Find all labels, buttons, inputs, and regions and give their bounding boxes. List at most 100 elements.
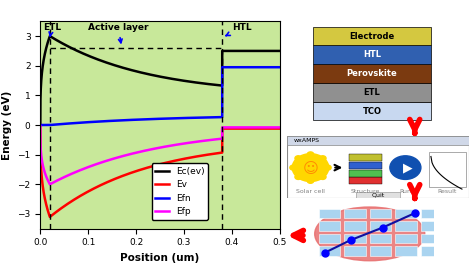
Bar (370, 246, 392, 256)
Text: HTL: HTL (363, 50, 381, 59)
Bar (421, 246, 443, 256)
Efn (155, 117, 161, 120)
Bar (313, 64, 431, 83)
Bar (313, 83, 431, 102)
Text: wxAMPS: wxAMPS (294, 138, 320, 143)
Text: HTL: HTL (226, 23, 251, 36)
Legend: Ec(ev), Ev, Efn, Efp: Ec(ev), Ev, Efn, Efp (152, 163, 208, 220)
Text: Electrode: Electrode (349, 32, 394, 41)
Line: Ev: Ev (40, 125, 280, 217)
Efn (219, 66, 225, 69)
Bar (356, 192, 400, 198)
Ev (47, 215, 53, 218)
Text: ☺: ☺ (302, 161, 319, 176)
Efn (37, 123, 43, 127)
Efn (100, 120, 106, 123)
Text: ▶: ▶ (403, 161, 413, 174)
Bar (421, 221, 443, 231)
Ec(ev) (277, 49, 283, 52)
Circle shape (295, 174, 301, 180)
Circle shape (315, 207, 425, 261)
Text: Structure: Structure (351, 189, 380, 194)
Ev (277, 127, 283, 130)
Bar (319, 221, 340, 231)
Efp (155, 146, 161, 149)
Bar (395, 209, 417, 218)
Text: Solar cell: Solar cell (296, 189, 325, 194)
Efp (233, 126, 239, 129)
Bar (370, 234, 392, 243)
Bar (370, 209, 392, 218)
Efp (37, 125, 43, 128)
Circle shape (319, 156, 326, 161)
Efn (277, 66, 283, 69)
Bar (319, 246, 340, 256)
Bar (319, 234, 340, 243)
Ev (236, 127, 242, 130)
Circle shape (319, 174, 326, 180)
Bar (313, 102, 431, 120)
Text: Perovskite: Perovskite (346, 69, 397, 78)
Ec(ev) (47, 35, 53, 38)
Text: Active layer: Active layer (88, 23, 149, 43)
Efp (47, 183, 53, 186)
Ev (39, 176, 45, 179)
Bar (349, 154, 382, 161)
Efn (39, 123, 45, 127)
Text: ETL: ETL (364, 88, 380, 97)
Efn (236, 66, 242, 69)
Bar (349, 177, 382, 184)
Ec(ev) (226, 49, 232, 52)
Bar (429, 152, 465, 187)
Ev (226, 127, 232, 130)
Text: TCO: TCO (363, 107, 382, 116)
Ev (37, 123, 43, 127)
Ev (101, 182, 107, 185)
Efp (101, 160, 107, 163)
Bar (349, 162, 382, 169)
Bar (287, 136, 469, 146)
Ec(ev) (101, 60, 107, 63)
Bar (370, 221, 392, 231)
Circle shape (307, 152, 314, 157)
Ev (155, 163, 161, 166)
Bar (421, 234, 443, 243)
Bar (344, 209, 366, 218)
Efp (39, 158, 45, 161)
Bar (319, 209, 340, 218)
Text: Quit: Quit (372, 193, 384, 198)
Bar (395, 221, 417, 231)
Text: ETL: ETL (43, 23, 61, 36)
Bar (395, 234, 417, 243)
Ec(ev) (37, 123, 43, 127)
Circle shape (292, 154, 329, 181)
Efp (277, 126, 283, 129)
Bar (313, 27, 431, 45)
Bar (344, 234, 366, 243)
Ec(ev) (39, 73, 45, 76)
Ec(ev) (155, 75, 161, 78)
Line: Efp: Efp (40, 127, 280, 184)
Bar (344, 246, 366, 256)
Text: Run: Run (400, 189, 411, 194)
Line: Efn: Efn (40, 67, 280, 125)
Efp (226, 126, 232, 129)
Bar (313, 45, 431, 64)
Bar (421, 209, 443, 218)
Bar (344, 221, 366, 231)
Bar (395, 246, 417, 256)
Circle shape (390, 156, 421, 179)
Line: Ec(ev): Ec(ev) (40, 36, 280, 125)
Ec(ev) (236, 49, 242, 52)
Text: Result: Result (438, 189, 457, 194)
Ec(ev) (233, 49, 239, 52)
Circle shape (290, 165, 296, 170)
Y-axis label: Energy (eV): Energy (eV) (2, 90, 12, 160)
Efp (236, 126, 242, 129)
X-axis label: Position (um): Position (um) (120, 253, 200, 263)
Efn (233, 66, 239, 69)
Circle shape (295, 156, 301, 161)
Circle shape (307, 178, 314, 183)
Efn (226, 66, 232, 69)
Bar (349, 170, 382, 177)
